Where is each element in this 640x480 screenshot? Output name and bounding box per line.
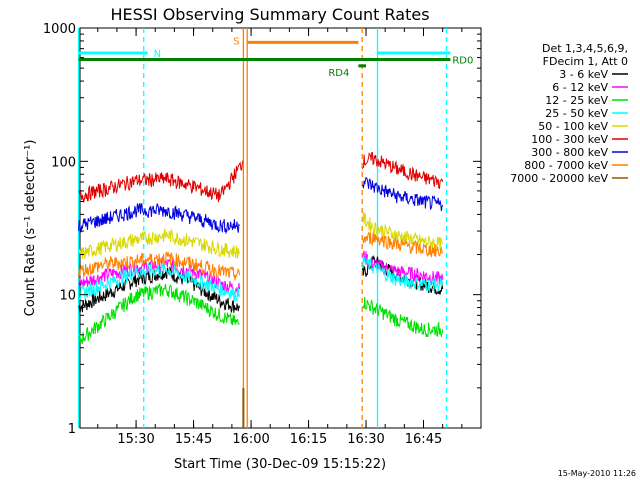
x-tick-label-4: 16:30	[347, 432, 384, 447]
series-2-seg-0	[78, 282, 240, 345]
x-tick-label-0: 15:30	[117, 432, 154, 447]
legend-label-8: 7000 - 20000 keV	[510, 172, 608, 185]
series-3-seg-1	[362, 255, 444, 292]
y-tick-label-1: 10	[59, 289, 76, 304]
series-6-seg-1	[361, 176, 444, 212]
legend-label-4: 50 - 100 keV	[538, 120, 608, 133]
series-7-seg-0	[78, 251, 241, 281]
axes: 15:30 15:45 16:00 16:15 16:30 16:45 1 10 100 1000	[43, 22, 482, 447]
series-1-seg-1	[362, 250, 444, 287]
legend-label-3: 25 - 50 keV	[545, 107, 608, 120]
annotation-label-3: RD4	[328, 68, 349, 79]
legend: Det 1,3,4,5,6,9,FDecim 1, Att 03 - 6 keV…	[510, 42, 628, 185]
legend-header-0: Det 1,3,4,5,6,9,	[542, 42, 628, 55]
annotation-label-1: S	[233, 36, 239, 47]
y-tick-label-0: 1	[68, 422, 76, 437]
y-tick-label-3: 1000	[43, 22, 76, 37]
series-0-seg-0	[78, 266, 241, 314]
series-lines	[78, 151, 444, 428]
series-3-seg-0	[78, 261, 241, 303]
plot-border	[79, 27, 482, 429]
legend-label-7: 800 - 7000 keV	[524, 159, 608, 172]
annotation-bars: N S RD0 RD4	[78, 36, 473, 79]
vertical-markers	[77, 28, 448, 428]
series-6-seg-0	[78, 202, 240, 235]
x-tick-label-5: 16:45	[405, 432, 442, 447]
series-5-seg-1	[361, 151, 444, 190]
chart-title: HESSI Observing Summary Count Rates	[110, 5, 429, 24]
legend-label-6: 300 - 800 keV	[531, 146, 608, 159]
legend-label-5: 100 - 300 keV	[531, 133, 608, 146]
legend-header-1: FDecim 1, Att 0	[543, 55, 628, 68]
annotation-label-0: N	[154, 49, 161, 60]
x-axis-label: Start Time (30-Dec-09 15:15:22)	[174, 457, 386, 472]
series-4-seg-0	[78, 227, 241, 260]
series-7-seg-1	[361, 231, 444, 258]
series-2-seg-1	[362, 296, 444, 338]
series-5-seg-0	[78, 160, 244, 204]
y-axis-label: Count Rate (s⁻¹ detector⁻¹)	[23, 140, 38, 317]
x-tick-label-1: 15:45	[175, 432, 212, 447]
y-tick-label-2: 100	[51, 155, 76, 170]
legend-label-1: 6 - 12 keV	[552, 81, 608, 94]
x-tick-label-2: 16:00	[232, 432, 269, 447]
x-tick-label-3: 16:15	[290, 432, 327, 447]
plot-frame	[79, 27, 482, 429]
legend-label-0: 3 - 6 keV	[559, 68, 608, 81]
annotation-label-2: RD0	[452, 56, 473, 67]
legend-label-2: 12 - 25 keV	[545, 94, 608, 107]
footer-timestamp: 15-May-2010 11:26	[558, 469, 636, 478]
